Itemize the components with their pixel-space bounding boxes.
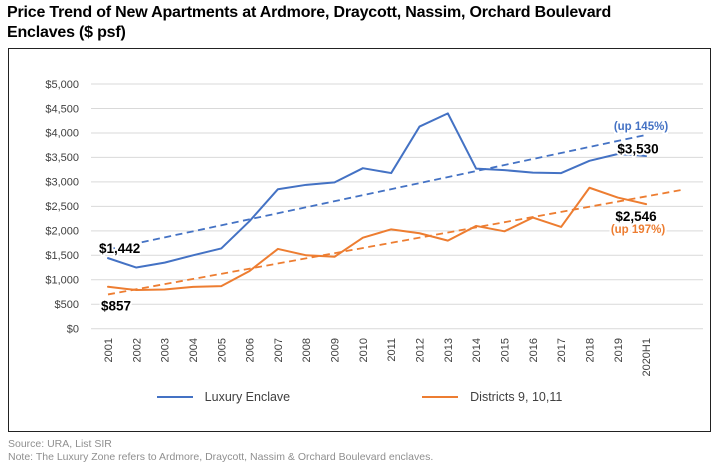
luxury-series-line [107,112,648,269]
y-axis-tick-label: $3,500 [45,152,79,164]
chart-title-line1: Price Trend of New Apartments at Ardmore… [7,4,612,21]
y-axis-tick-label: $0 [67,324,79,336]
districts-series-line [107,186,648,292]
y-axis-tick-label: $2,000 [45,226,79,238]
x-axis-tick-label: 2003 [160,338,172,362]
luxury-zone-note: Note: The Luxury Zone refers to Ardmore,… [8,451,434,463]
x-axis-tick-label: 2009 [330,338,342,362]
x-axis-tick-label: 2001 [103,338,115,362]
y-axis-tick-label: $2,500 [45,201,79,213]
y-axis-tick-label: $4,500 [45,103,79,115]
x-axis-tick-label: 2010 [358,338,370,362]
chart-footer: Source: URA, List SIR Note: The Luxury Z… [8,438,433,464]
annotation-luxury-start: $1,442 [99,241,140,256]
x-axis-tick-label: 2012 [415,338,427,362]
annotation-luxury-end: $3,530 [617,142,658,157]
x-axis-tick-label: 2013 [443,338,455,362]
legend-label-districts: Districts 9, 10,11 [470,390,563,404]
annotation-districts-end: $2,546 [615,209,657,224]
chart-container: $0 $500 $1,000 $1,500 $2,000 $2,500 $3,000 $3,5… [8,48,711,432]
x-axis-tick-label: 2020H1 [641,338,653,377]
legend-label-luxury-enclave: Luxury Enclave [204,390,291,404]
luxury-enclave-line-swatch [156,396,193,398]
x-axis-tick-label: 2008 [301,338,313,362]
annotation-districts-trend: (up 197%) [611,224,665,236]
x-axis-tick-label: 2007 [273,338,285,362]
legend-item-luxury-enclave: Luxury Enclave [156,390,291,404]
x-axis-tick-label: 2015 [499,338,511,362]
x-axis-tick-label: 2016 [528,338,540,362]
districts-line-swatch [422,396,459,398]
y-axis-tick-label: $5,000 [45,79,79,91]
x-axis-tick-label: 2014 [471,338,483,362]
y-axis-tick-label: $1,500 [45,250,79,262]
legend-item-districts: Districts 9, 10,11 [422,390,562,404]
annotation-luxury-trend: (up 145%) [614,121,668,133]
x-axis-tick-label: 2005 [216,338,228,362]
y-axis-tick-label: $3,000 [45,177,79,189]
y-axis-tick-label: $1,000 [45,275,79,287]
x-axis-tick-label: 2018 [584,338,596,362]
chart-legend: Luxury Enclave Districts 9, 10,11 [9,390,710,404]
luxury-trendline [107,134,647,251]
chart-title: Price Trend of New Apartments at Ardmore… [7,3,721,43]
x-axis-tick-label: 2011 [386,338,398,362]
price-trend-line-chart: $0 $500 $1,000 $1,500 $2,000 $2,500 $3,000 $3,5… [45,79,703,377]
y-axis-tick-label: $4,000 [45,128,79,140]
x-axis-tick-label: 2002 [131,338,143,362]
chart-title-line2: Enclaves ($ psf) [7,24,126,41]
x-axis-tick-label: 2006 [245,338,257,362]
source-note: Source: URA, List SIR [8,438,112,450]
districts-trendline [107,188,684,296]
x-axis-tick-label: 2019 [613,338,625,362]
y-axis-tick-label: $500 [55,299,79,311]
x-axis-tick-label: 2004 [188,338,200,362]
x-axis-tick-label: 2017 [556,338,568,362]
annotation-districts-start: $857 [101,299,131,314]
